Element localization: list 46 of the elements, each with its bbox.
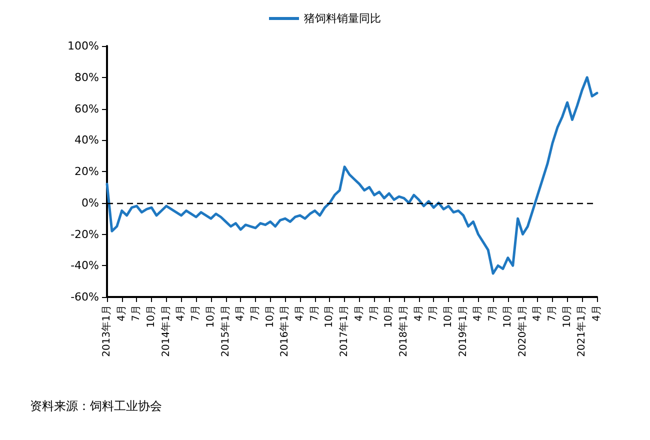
x-tick-label: 4月 bbox=[116, 305, 128, 322]
x-tick-label: 4月 bbox=[532, 305, 544, 322]
x-tick-label: 2015年1月 bbox=[219, 305, 232, 357]
x-tick-label: 10月 bbox=[443, 305, 454, 328]
x-tick-label: 2017年1月 bbox=[338, 305, 350, 357]
y-tick-label: -60% bbox=[70, 290, 99, 304]
x-tick-label: 2020年1月 bbox=[516, 305, 528, 357]
x-tick-label: 7月 bbox=[428, 305, 440, 322]
x-tick-label: 4月 bbox=[592, 305, 602, 322]
x-tick-label: 10月 bbox=[324, 305, 336, 328]
x-tick-label: 2021年1月 bbox=[576, 305, 588, 357]
x-tick-label: 7月 bbox=[309, 305, 320, 322]
x-tick-label: 4月 bbox=[472, 305, 484, 322]
x-tick-label: 10月 bbox=[384, 305, 395, 328]
x-tick-label: 7月 bbox=[250, 305, 261, 322]
y-tick-label: 100% bbox=[68, 40, 99, 52]
x-tick-label: 4月 bbox=[235, 305, 246, 322]
x-tick-label: 2016年1月 bbox=[278, 305, 291, 357]
y-tick-label: 20% bbox=[74, 165, 99, 178]
x-tick-label: 4月 bbox=[354, 305, 365, 322]
x-tick-label: 7月 bbox=[546, 305, 558, 322]
y-tick-label: 60% bbox=[74, 102, 99, 116]
x-tick-label: 7月 bbox=[131, 305, 142, 322]
x-tick-label: 10月 bbox=[146, 305, 158, 328]
x-tick-label: 2018年1月 bbox=[397, 305, 410, 357]
x-tick-label: 10月 bbox=[264, 305, 276, 328]
y-tick-label: 0% bbox=[82, 196, 99, 210]
x-tick-label: 10月 bbox=[562, 305, 573, 328]
y-tick-label: 40% bbox=[74, 134, 99, 147]
x-tick-label: 2013年1月 bbox=[100, 305, 112, 357]
x-tick-label: 4月 bbox=[294, 305, 306, 322]
y-tick-label: -20% bbox=[70, 228, 99, 241]
x-tick-label: 10月 bbox=[205, 305, 216, 328]
y-tick-label: 80% bbox=[74, 70, 99, 84]
y-tick-label: -40% bbox=[70, 259, 99, 272]
x-tick-label: 4月 bbox=[413, 305, 424, 322]
x-tick-label: 2014年1月 bbox=[160, 305, 172, 357]
x-tick-label: 2019年1月 bbox=[456, 305, 469, 357]
x-tick-label: 7月 bbox=[368, 305, 380, 322]
x-tick-label: 7月 bbox=[488, 305, 499, 322]
line-series bbox=[106, 76, 598, 275]
legend-label: 猪饲料销量同比 bbox=[304, 12, 381, 25]
x-tick-label: 4月 bbox=[176, 305, 187, 322]
text: 资料来源：饲料工业协会 bbox=[30, 399, 162, 413]
x-tick-label: 10月 bbox=[502, 305, 514, 328]
x-tick-label: 7月 bbox=[190, 305, 202, 322]
